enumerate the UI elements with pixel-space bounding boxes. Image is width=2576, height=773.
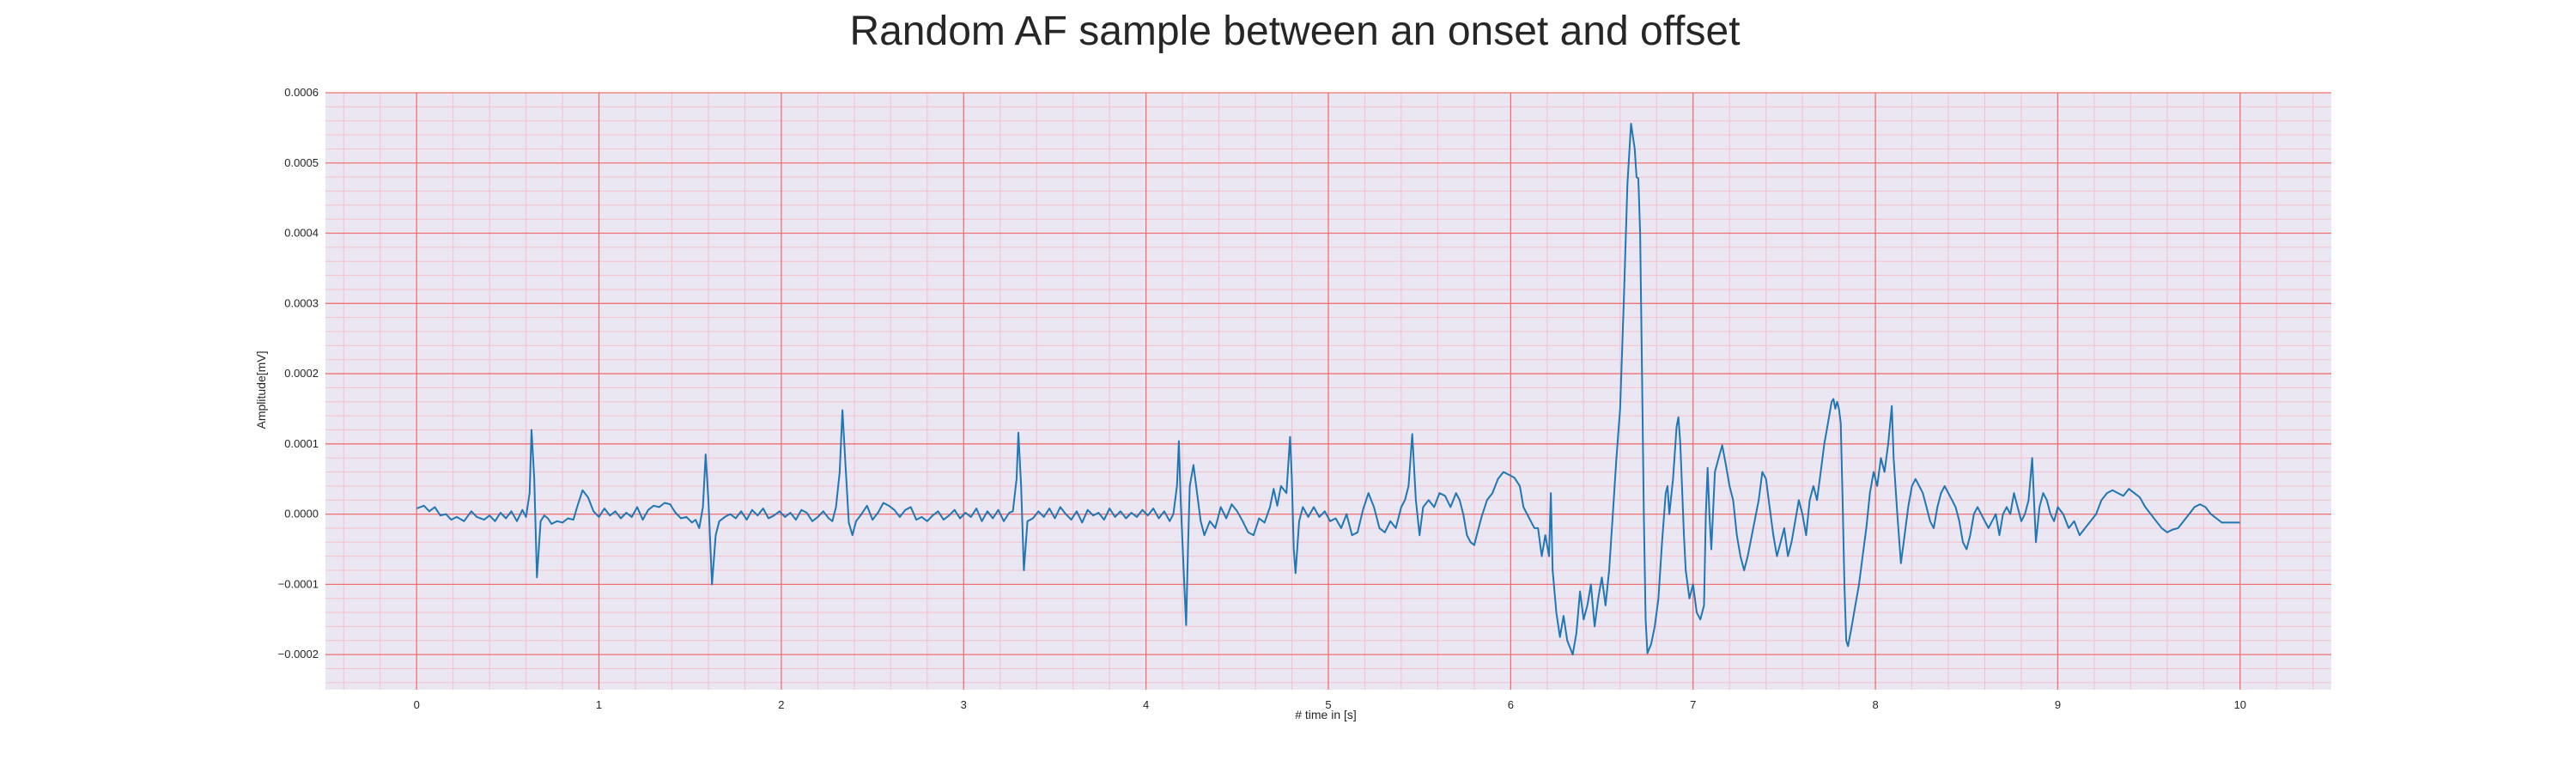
x-tick-label: 5 [1325, 698, 1331, 711]
y-tick-label: −0.0001 [278, 577, 319, 590]
x-tick-label: 4 [1143, 698, 1149, 711]
x-tick-label: 9 [2055, 698, 2061, 711]
x-tick-label: 2 [778, 698, 784, 711]
x-tick-labels: 0 1 2 3 4 5 6 7 8 9 10 [414, 698, 2246, 711]
chart-title: Random AF sample between an onset and of… [849, 9, 1740, 54]
x-tick-label: 8 [1872, 698, 1878, 711]
y-tick-labels: −0.0002 −0.0001 0.0000 0.0001 0.0002 0.0003 0.… [278, 86, 319, 660]
x-tick-label: 1 [596, 698, 602, 711]
y-tick-label: 0.0004 [284, 227, 319, 240]
x-axis-label: # time in [s] [1295, 708, 1357, 721]
x-tick-label: 7 [1690, 698, 1696, 711]
x-tick-label: 0 [414, 698, 420, 711]
major-grid [325, 92, 2331, 690]
y-tick-label: 0.0005 [284, 156, 319, 169]
y-axis-label: Amplitude[mV] [254, 350, 268, 429]
x-tick-label: 6 [1508, 698, 1514, 711]
y-tick-label: 0.0003 [284, 296, 319, 309]
y-tick-label: 0.0001 [284, 437, 319, 450]
series-line [416, 123, 2240, 656]
y-tick-label: 0.0000 [284, 508, 319, 520]
y-tick-label: 0.0006 [284, 86, 319, 99]
y-tick-label: 0.0002 [284, 367, 319, 380]
x-tick-label: 10 [2234, 698, 2246, 711]
series-layer [416, 123, 2240, 656]
y-tick-label: −0.0002 [278, 648, 319, 660]
x-tick-label: 3 [961, 698, 967, 711]
